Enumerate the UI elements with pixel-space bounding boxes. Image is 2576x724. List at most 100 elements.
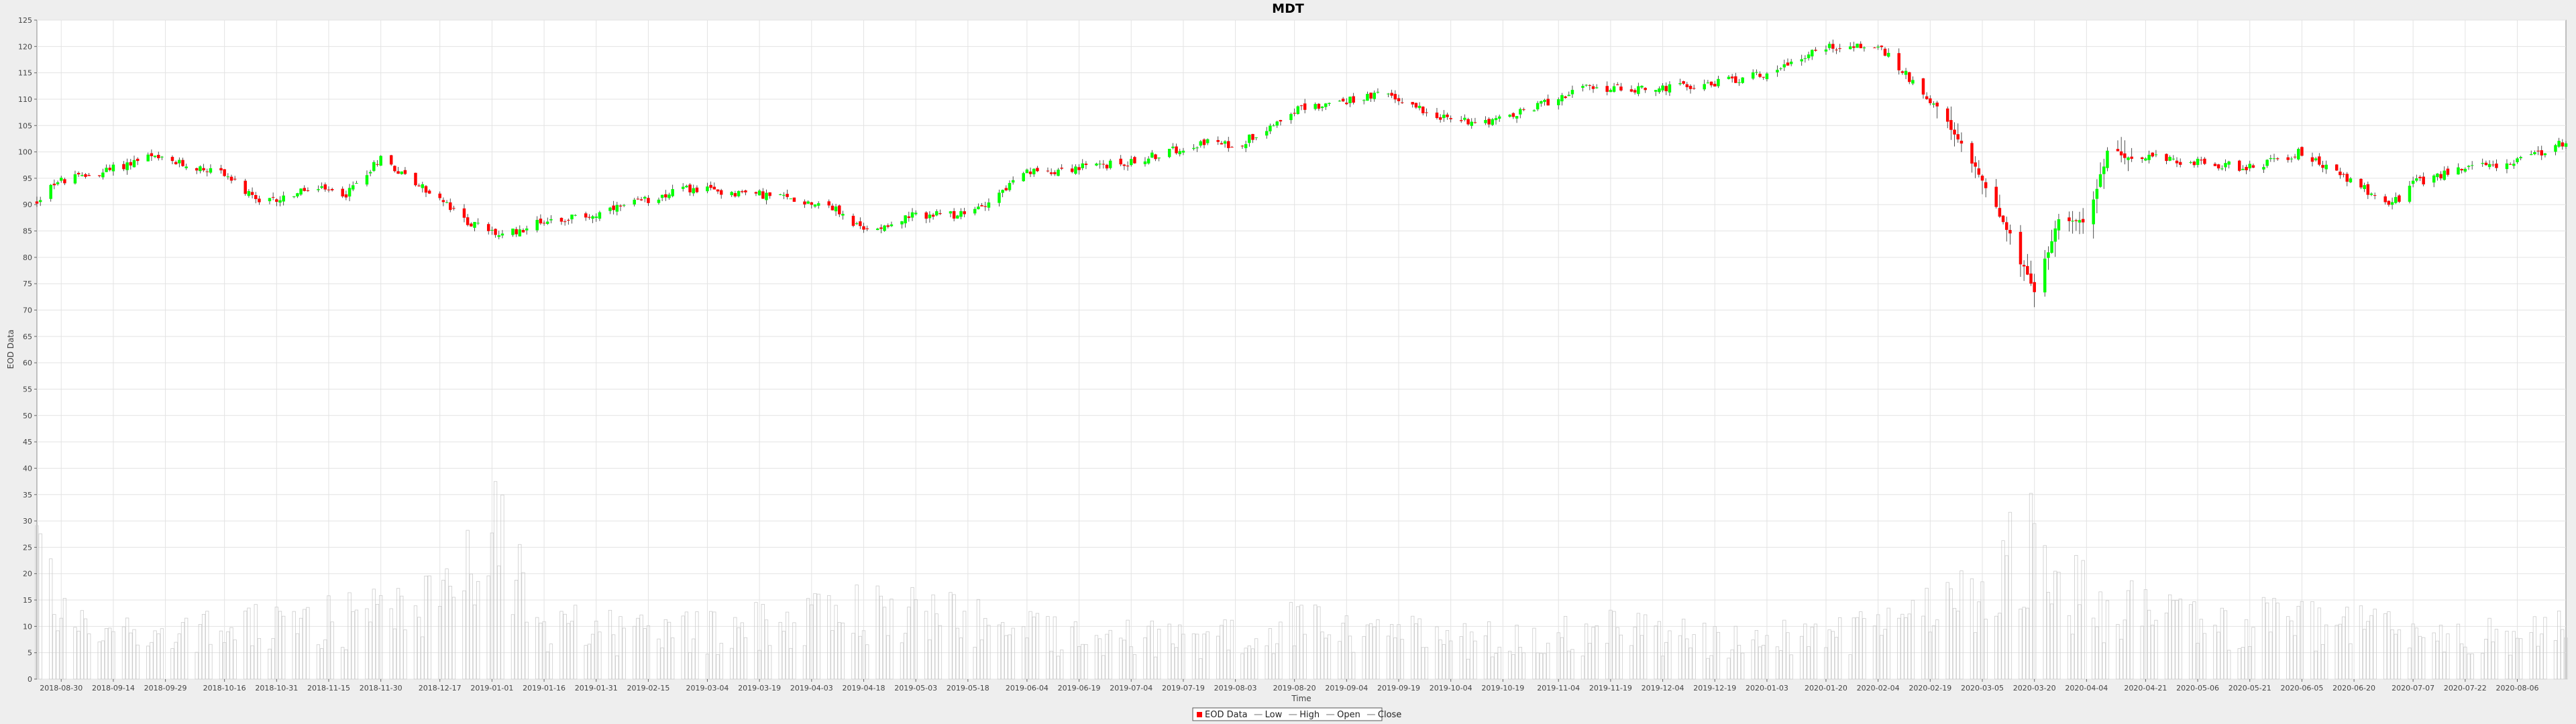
candle-body (101, 172, 105, 178)
candle-body (535, 220, 539, 231)
candle-body (2293, 156, 2297, 158)
candle-body (1827, 44, 1831, 48)
y-tick-label: 5 (28, 649, 32, 658)
volume-bar (2147, 609, 2151, 680)
candle (1994, 179, 1998, 209)
candle (549, 215, 553, 224)
volume-bar (1174, 647, 1179, 680)
candle (1362, 99, 1366, 105)
volume-bar (1897, 617, 1901, 680)
volume-bar (413, 605, 418, 680)
candle (574, 214, 577, 217)
candle-body (1741, 77, 1744, 83)
candle (306, 187, 310, 192)
volume-bar (1445, 630, 1450, 680)
candle-body (76, 172, 80, 175)
candle-body (963, 211, 966, 215)
candle-body (2196, 158, 2200, 166)
candle-body (1664, 86, 1668, 92)
candle (2411, 176, 2415, 188)
volume-bar (559, 611, 564, 680)
candle-body (959, 211, 963, 217)
candle (424, 185, 428, 197)
x-tick-label: 2020-05-21 (2229, 684, 2271, 692)
y-tick-label: 0 (28, 675, 32, 684)
candle-body (330, 189, 334, 190)
volume-bar (1960, 570, 1964, 680)
volume-bar (1834, 637, 1839, 680)
candle-body (1345, 103, 1348, 105)
candle-body (2359, 178, 2363, 188)
candle (1546, 95, 1550, 106)
candle-body (1956, 134, 1960, 139)
y-axis-label: EOD Data (6, 330, 15, 369)
volume-bar (2532, 616, 2537, 680)
candle-body (2297, 149, 2300, 160)
candle (205, 168, 209, 177)
candle-body (782, 194, 786, 196)
candle (365, 170, 369, 187)
grid-lines (37, 19, 2566, 680)
candle-body (692, 188, 695, 194)
candle (2439, 171, 2443, 181)
x-tick-label: 2019-08-03 (1214, 684, 1257, 692)
candle (737, 190, 741, 198)
volume-bar (1053, 616, 1057, 680)
candle (2422, 172, 2425, 186)
candle-body (38, 200, 42, 202)
candle-body (35, 201, 39, 204)
volume-bar (1615, 627, 1619, 680)
candle-body (2439, 174, 2443, 179)
candle (546, 217, 549, 225)
volume-bar (563, 613, 567, 680)
candle-body (2460, 168, 2463, 171)
volume-bar (1542, 653, 1547, 680)
candle-body (973, 208, 977, 214)
volume-bar (2438, 625, 2443, 680)
volume-bar (226, 631, 230, 680)
candle-body (199, 166, 202, 172)
candle (1251, 133, 1254, 143)
candle (1393, 90, 1397, 103)
volume-bar (1803, 623, 1807, 680)
volume-bar (497, 565, 501, 680)
volume-bar (295, 633, 300, 680)
candle-body (146, 154, 150, 162)
candle (1658, 86, 1661, 94)
candle-body (1167, 149, 1171, 158)
volume-bar (1827, 629, 1831, 680)
candle-body (2220, 168, 2224, 170)
volume-bar (1900, 613, 1904, 680)
volume-bar (1000, 622, 1005, 680)
y-tick-label: 55 (23, 385, 32, 394)
volume-bar (2216, 631, 2220, 680)
candle (1776, 65, 1779, 77)
candle (1713, 80, 1717, 87)
candle-body (1751, 72, 1755, 79)
volume-bar (1028, 611, 1032, 680)
candle (1953, 122, 1956, 147)
volume-bar (590, 634, 595, 680)
candle-body (2366, 184, 2370, 195)
candle (636, 196, 640, 200)
volume-bar (1056, 656, 1061, 680)
candle (1157, 157, 1161, 162)
candle (1011, 176, 1015, 185)
candle-body (2339, 171, 2342, 176)
volume-bar (1157, 629, 1161, 680)
candle (1848, 42, 1852, 50)
volume-bar (2102, 642, 2106, 680)
candle (1536, 101, 1540, 111)
candle-body (1205, 139, 1210, 143)
volume-bar (882, 607, 887, 680)
candle (1411, 101, 1414, 108)
candle-body (1216, 139, 1220, 142)
candle-body (2529, 154, 2533, 156)
candle (1244, 140, 1248, 152)
candle-body (2363, 185, 2366, 190)
candle-body (2314, 158, 2318, 161)
volume-bar (708, 611, 713, 680)
candle-body (643, 196, 647, 199)
volume-bar (1636, 613, 1640, 680)
candle-body (1254, 137, 1258, 138)
